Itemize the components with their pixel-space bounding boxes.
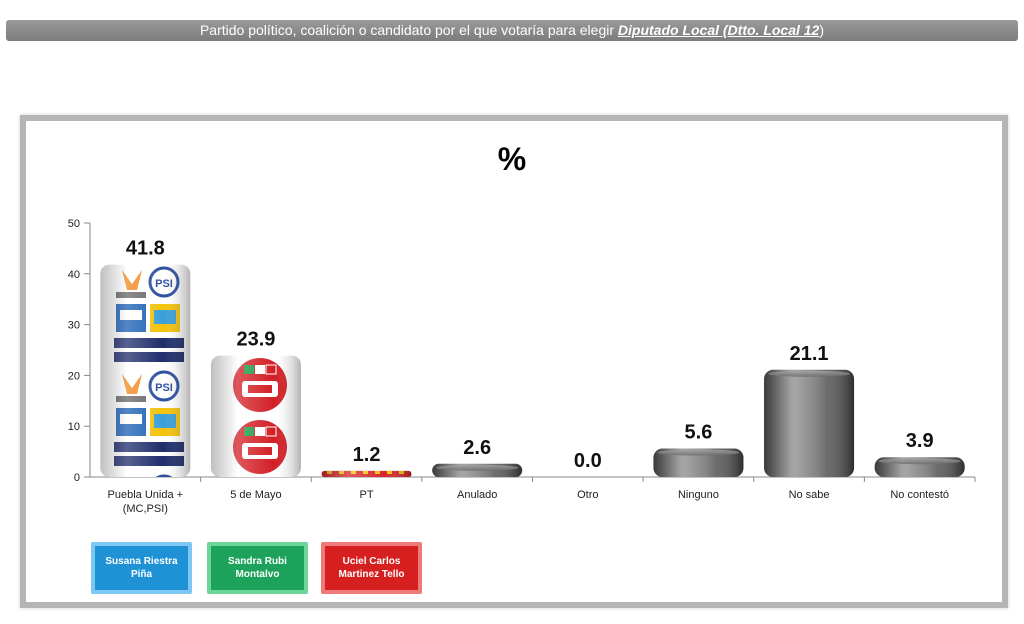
bar-top-3 — [436, 464, 519, 471]
chart-title: % — [498, 141, 526, 177]
bar-shade-0 — [100, 264, 191, 477]
data-label: 23.9 — [236, 329, 275, 351]
header-highlight: Diputado Local (Dtto. Local 12 — [617, 22, 820, 38]
bar-shade-6 — [764, 369, 855, 477]
category-label: Anulado — [457, 489, 497, 501]
data-label: 3.9 — [906, 430, 934, 452]
bar-shade-1 — [210, 355, 301, 477]
category-label: 5 de Mayo — [230, 489, 281, 501]
bar-shade-5 — [653, 448, 744, 477]
category-label: No contestó — [890, 489, 949, 501]
data-label: 2.6 — [463, 437, 491, 459]
header-bar: Partido político, coalición o candidato … — [6, 20, 1018, 41]
data-label: 5.6 — [685, 422, 713, 444]
y-tick-label: 10 — [68, 421, 80, 433]
bar-shade-2 — [321, 470, 412, 477]
category-label: No sabe — [789, 489, 830, 501]
bar-top-5 — [657, 449, 740, 456]
data-label: 21.1 — [790, 343, 829, 365]
y-tick-label: 0 — [74, 472, 80, 484]
legend-susana-riestra: Susana Riestra Piña — [91, 542, 192, 594]
y-tick-label: 30 — [68, 320, 80, 332]
category-label: Puebla Unida + (MC,PSI) — [108, 489, 184, 515]
data-label: 0.0 — [574, 450, 602, 472]
data-label: 1.2 — [353, 444, 381, 466]
category-label: PT — [360, 489, 374, 501]
legend-sandra-rubi: Sandra Rubi Montalvo — [207, 542, 308, 594]
header-suffix: ) — [819, 22, 825, 38]
bar-top-6 — [768, 370, 851, 377]
y-tick-label: 50 — [68, 218, 80, 230]
y-tick-label: 20 — [68, 370, 80, 382]
category-label: Otro — [577, 489, 598, 501]
y-tick-label: 40 — [68, 269, 80, 281]
category-label: Ninguno — [678, 489, 719, 501]
header-text: Partido político, coalición o candidato … — [199, 22, 618, 38]
legend-uciel-carlos: Uciel Carlos Martinez Tello — [321, 542, 422, 594]
data-label: 41.8 — [126, 238, 165, 260]
bar-top-7 — [878, 458, 961, 465]
